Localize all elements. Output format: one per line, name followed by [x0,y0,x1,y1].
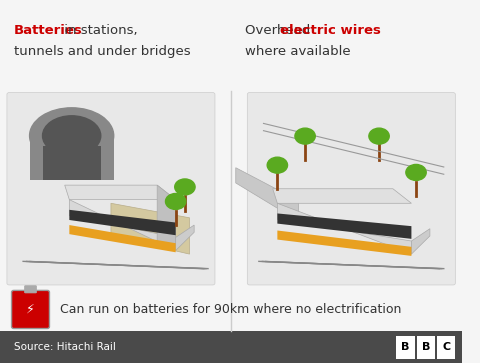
Text: C: C [442,342,450,352]
Circle shape [267,157,288,173]
Text: ⚡: ⚡ [26,303,35,316]
Polygon shape [277,213,411,239]
Polygon shape [277,203,411,254]
Polygon shape [273,189,411,203]
Text: Can run on batteries for 90km where no electrification: Can run on batteries for 90km where no e… [60,303,401,316]
Text: B: B [421,342,430,352]
Text: in stations,: in stations, [60,24,137,37]
Polygon shape [69,210,176,235]
Circle shape [369,128,389,144]
FancyBboxPatch shape [437,336,456,359]
Text: B: B [401,342,409,352]
Ellipse shape [30,108,114,164]
Polygon shape [411,229,430,254]
Text: Batteries: Batteries [14,24,83,37]
Polygon shape [69,225,176,252]
FancyBboxPatch shape [30,132,114,180]
Text: where available: where available [245,45,350,58]
FancyBboxPatch shape [247,93,456,285]
Circle shape [175,179,195,195]
Text: electric wires: electric wires [280,24,381,37]
Polygon shape [157,185,176,250]
Polygon shape [65,185,176,200]
Polygon shape [111,203,190,254]
Ellipse shape [43,116,101,156]
FancyBboxPatch shape [43,146,101,180]
Circle shape [295,128,315,144]
Polygon shape [236,168,299,221]
Circle shape [166,193,186,209]
Text: Overhead: Overhead [245,24,314,37]
Polygon shape [277,231,411,256]
Polygon shape [176,225,194,250]
FancyBboxPatch shape [7,93,215,285]
Polygon shape [69,200,176,250]
Text: tunnels and under bridges: tunnels and under bridges [14,45,191,58]
FancyBboxPatch shape [417,336,435,359]
FancyBboxPatch shape [0,331,462,363]
Circle shape [406,164,426,180]
FancyBboxPatch shape [24,286,36,293]
FancyBboxPatch shape [396,336,415,359]
Text: Source: Hitachi Rail: Source: Hitachi Rail [14,342,116,352]
FancyBboxPatch shape [12,290,49,329]
